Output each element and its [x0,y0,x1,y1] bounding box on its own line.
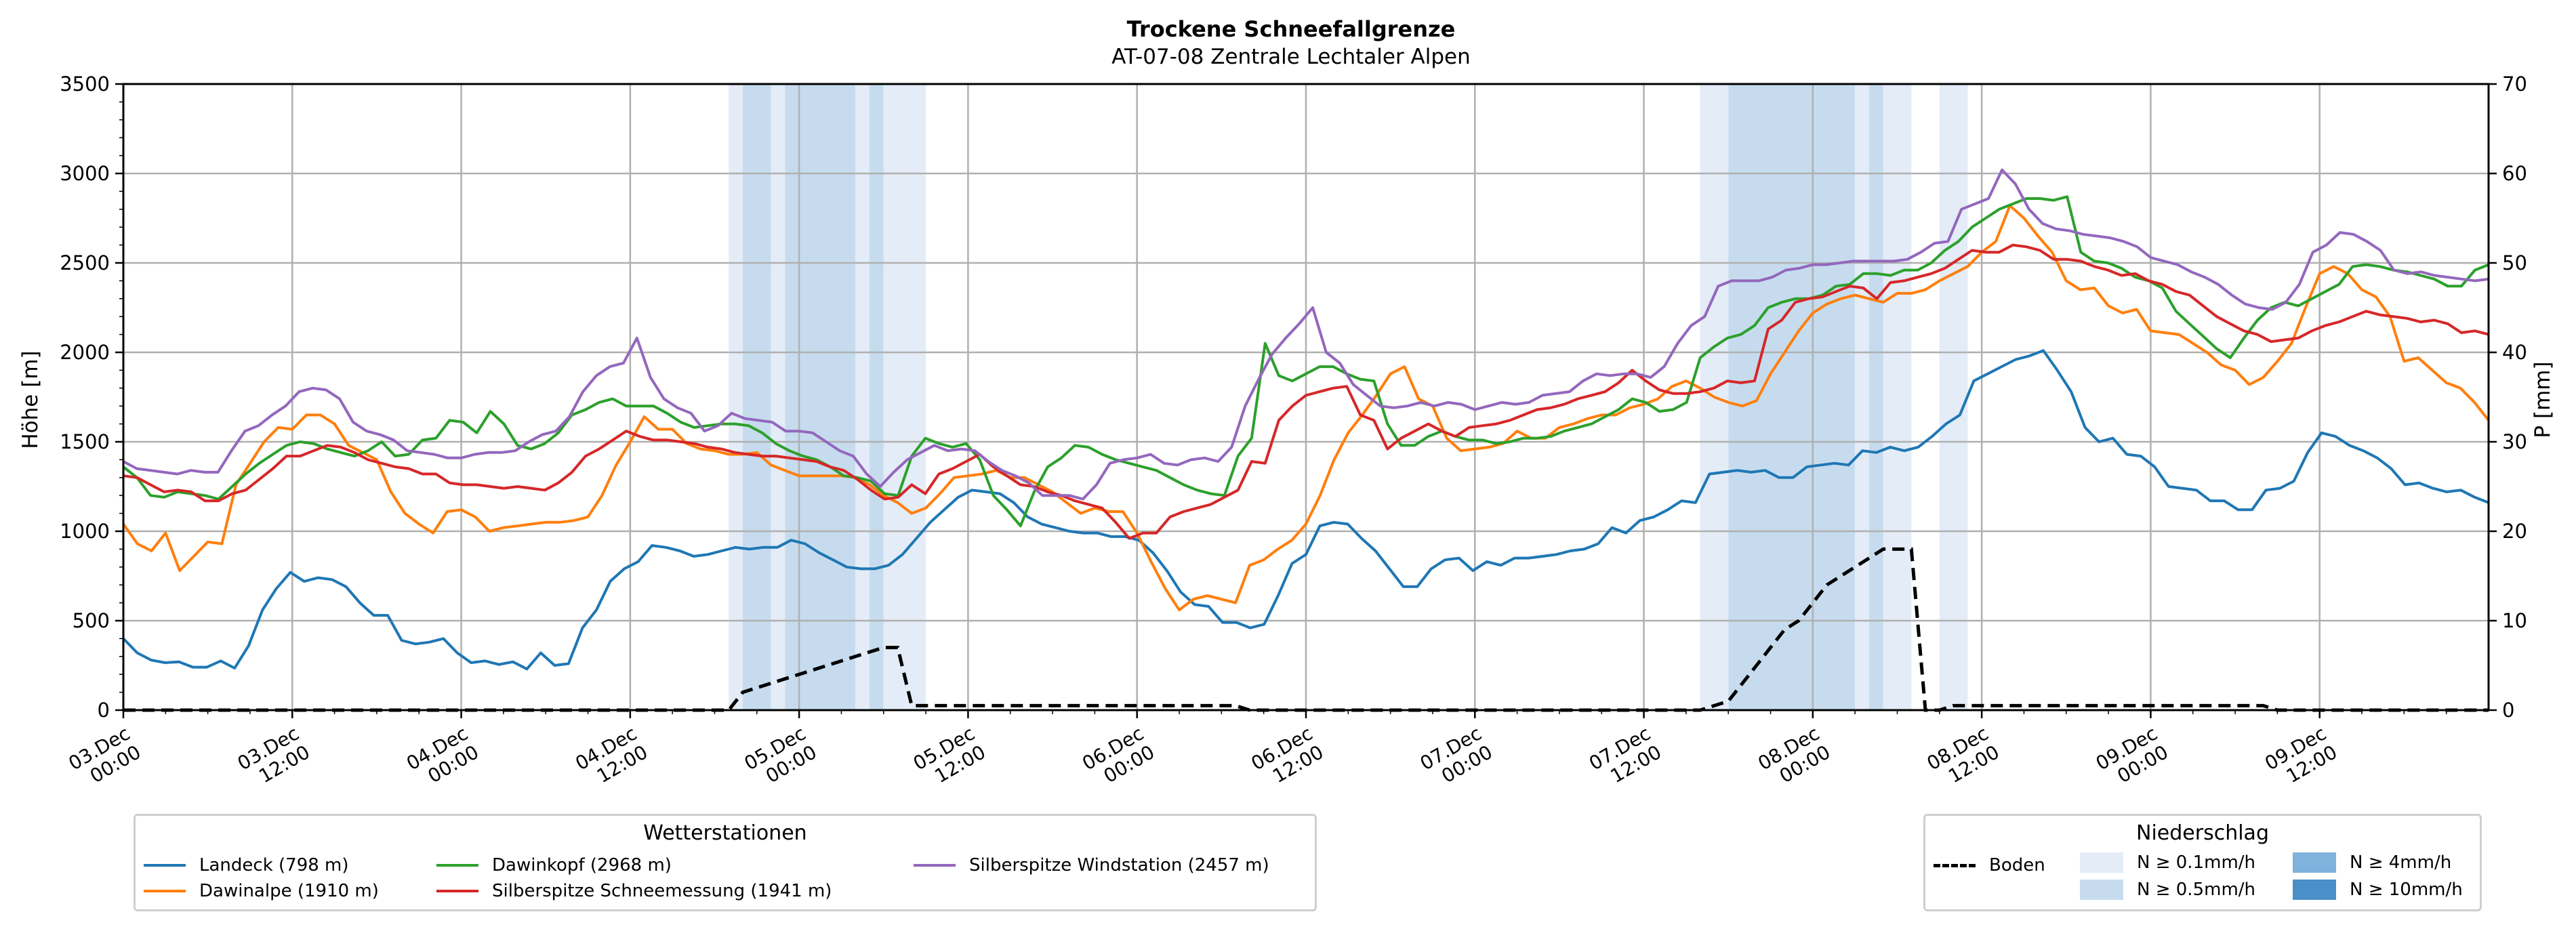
series-line-silber_wind [123,168,2489,501]
x-tick-label: 04.Dec00:00 [403,722,483,793]
legend-label-n4: N ≥ 4mm/h [2350,852,2452,873]
y-tick-label: 1000 [60,520,110,543]
y2-tick-label: 40 [2502,341,2527,364]
y2-tick-label: 20 [2502,520,2527,543]
y2-tick-label: 30 [2502,430,2527,453]
y-axis-right: 0 10 20 30 40 50 60 70 [2489,73,2527,722]
precip-band-11 [1883,84,1912,710]
legend-label-silber-schnee: Silberspitze Schneemessung (1941 m) [492,881,832,901]
y2-axis-label: P [mm] [2531,361,2555,438]
y-axis-left: 0 500 1000 1500 2000 2500 3000 3500 [60,73,123,722]
legend-label-n01: N ≥ 0.1mm/h [2137,852,2256,873]
y2-tick-label: 50 [2502,251,2527,274]
legend-swatch-silber-schnee [436,890,478,892]
y-tick-label: 3000 [60,162,110,185]
legend-precip-title: Niederschlag [2136,821,2269,845]
precip-band-5 [870,84,884,710]
boden-line [123,547,2489,712]
legend-label-silber-wind: Silberspitze Windstation (2457 m) [969,855,1269,875]
x-tick-label: 05.Dec12:00 [909,722,989,793]
x-tick-label: 08.Dec00:00 [1754,722,1834,793]
series-line-silber_schnee [123,243,2489,540]
precip-band-8 [1728,84,1856,710]
legend-item-dawinkopf: Dawinkopf (2968 m) [436,855,672,875]
legend-item-n10: N ≥ 10mm/h [2293,880,2463,900]
precip-band-10 [1868,84,1883,710]
precip-band-2 [771,84,785,710]
legend-item-n4: N ≥ 4mm/h [2293,852,2451,873]
y2-tick-label: 70 [2502,73,2527,96]
legend-item-boden: Boden [1934,855,2045,875]
legend-swatch-dawinkopf [436,864,478,867]
series-line-landeck [122,349,2489,671]
legend-precipitation: Niederschlag Boden N ≥ 0.1mm/h N ≥ 0.5mm… [1923,814,2482,911]
legend-stations: Wetterstationen Landeck (798 m) Dawinalp… [134,814,1317,911]
legend-swatch-boden [1934,863,1976,867]
legend-swatch-n4 [2293,852,2336,873]
legend-label-landeck: Landeck (798 m) [199,855,349,875]
chart-subtitle: AT-07-08 Zentrale Lechtaler Alpen [1111,45,1471,69]
x-tick-label: 08.Dec12:00 [1923,722,2003,793]
legend-label-dawinalpe: Dawinalpe (1910 m) [199,881,379,901]
y2-tick-label: 10 [2502,609,2527,632]
precip-band-0 [729,84,743,710]
precip-band-3 [785,84,856,710]
legend-item-silber-schnee: Silberspitze Schneemessung (1941 m) [436,881,832,901]
gridlines [123,84,2489,710]
x-tick-label: 09.Dec12:00 [2261,722,2341,793]
legend-swatch-n10 [2293,880,2336,900]
x-tick-label: 04.Dec12:00 [571,722,651,793]
precip-band-12 [1939,84,1968,710]
chart-title: Trockene Schneefallgrenze [1127,16,1456,42]
series-line-dawinalpe [122,204,2490,612]
precip-band-1 [743,84,771,710]
legend-item-silber-wind: Silberspitze Windstation (2457 m) [914,855,1269,875]
series-line-dawinkopf [122,195,2489,528]
x-tick-label: 09.Dec00:00 [2092,722,2172,793]
precip-band-6 [883,84,926,710]
legend-label-boden: Boden [1989,855,2045,875]
legend-swatch-silber-wind [914,864,956,867]
y2-tick-label: 0 [2502,699,2514,722]
x-tick-label: 03.Dec12:00 [234,722,314,793]
x-tick-label: 03.Dec00:00 [65,722,145,793]
legend-item-dawinalpe: Dawinalpe (1910 m) [144,881,379,901]
boden-series-line [123,547,2489,712]
legend-label-dawinkopf: Dawinkopf (2968 m) [492,855,672,875]
x-tick-label: 06.Dec12:00 [1248,722,1328,793]
y-axis-label: Höhe [m] [18,350,43,449]
legend-swatch-landeck [144,864,186,867]
y-tick-label: 2500 [60,251,110,274]
legend-swatch-n01 [2080,852,2123,873]
precip-band-9 [1855,84,1869,710]
y-tick-label: 500 [73,609,110,632]
y-tick-label: 0 [98,699,110,722]
y-tick-label: 2000 [60,341,110,364]
legend-label-n10: N ≥ 10mm/h [2350,880,2463,900]
x-tick-label: 07.Dec00:00 [1416,722,1496,793]
legend-item-n05: N ≥ 0.5mm/h [2080,880,2255,900]
x-tick-label: 07.Dec12:00 [1585,722,1665,793]
x-axis: 03.Dec00:00 03.Dec12:00 04.Dec00:00 04.Dec1… [65,710,2447,793]
legend-item-landeck: Landeck (798 m) [144,855,349,875]
x-tick-label: 05.Dec00:00 [741,722,821,793]
y-tick-label: 1500 [60,430,110,453]
legend-item-n01: N ≥ 0.1mm/h [2080,852,2255,873]
precipitation-bands [729,84,1968,710]
y-tick-label: 3500 [60,73,110,96]
station-lines [122,168,2490,671]
precip-band-4 [855,84,870,710]
y2-tick-label: 60 [2502,162,2527,185]
legend-stations-title: Wetterstationen [643,821,807,845]
x-tick-label: 06.Dec00:00 [1078,722,1158,793]
legend-swatch-n05 [2080,880,2123,900]
legend-swatch-dawinalpe [144,890,186,892]
legend-label-n05: N ≥ 0.5mm/h [2137,880,2256,900]
